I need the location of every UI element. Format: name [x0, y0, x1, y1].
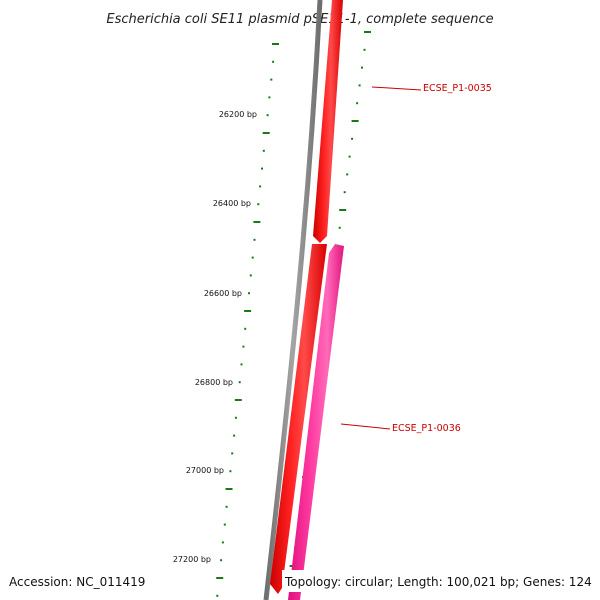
gc-tick [238, 381, 241, 384]
scale-label: 26400 bp [213, 199, 251, 208]
backbone-arc [263, 0, 323, 600]
gc-tick [259, 185, 262, 188]
gc-tick [216, 577, 224, 579]
gc-tick [272, 60, 275, 63]
gene-label[interactable]: ECSE_P1-0036 [392, 423, 461, 434]
gene-ecse-p1-0036[interactable] [288, 244, 344, 600]
gc-tick [358, 84, 361, 87]
gc-tick [348, 155, 351, 158]
gc-tick [216, 594, 219, 597]
gene-label-group: ECSE_P1-0035 ECSE_P1-0036 [340, 83, 492, 434]
gc-tick [234, 399, 242, 401]
gc-tick [338, 226, 341, 229]
gc-tick [270, 78, 273, 81]
gene-label-leader [371, 86, 422, 91]
gc-tick [231, 452, 234, 455]
gc-tick [234, 416, 237, 419]
gc-tick [248, 292, 250, 295]
gc-tick [233, 434, 236, 437]
gc-tick [257, 203, 260, 206]
gc-tick [240, 363, 243, 366]
gc-tick [346, 173, 349, 176]
gc-tick [220, 559, 223, 562]
gc-tick [261, 167, 263, 170]
gc-tick [225, 488, 233, 490]
gene-ecse-p1-0035[interactable] [313, 0, 343, 243]
scale-label: 27200 bp [173, 555, 211, 564]
scale-label: 26600 bp [204, 289, 242, 298]
gene-forward-2[interactable] [270, 244, 327, 594]
summary-backdrop [282, 570, 594, 592]
gc-tick [251, 256, 254, 259]
gc-tick [351, 137, 354, 140]
gc-tick [356, 102, 359, 105]
gc-tick [262, 132, 270, 134]
gc-tick [363, 48, 366, 51]
gc-tick [351, 120, 359, 122]
gc-tick [242, 345, 245, 348]
gene-label-leader [340, 423, 391, 430]
scale-labels: 26200 bp 26400 bp 26600 bp 26800 bp 2700… [173, 110, 257, 564]
gc-tick [364, 31, 371, 33]
gc-tick [244, 327, 247, 330]
scale-label: 26200 bp [219, 110, 257, 119]
gc-tick [339, 209, 347, 211]
gc-tick [253, 238, 256, 241]
accession-text: Accession: NC_011419 [9, 575, 145, 589]
gc-tick [266, 114, 269, 117]
inner-gc-skew-ticks [216, 43, 279, 597]
gc-tick [262, 149, 265, 152]
gene-label[interactable]: ECSE_P1-0035 [423, 83, 492, 94]
gc-tick [361, 66, 363, 69]
gc-tick [229, 470, 232, 473]
scale-label: 27000 bp [186, 466, 224, 475]
gc-tick [268, 96, 271, 99]
gc-tick [221, 541, 224, 544]
gc-tick [253, 221, 261, 223]
summary-text: Topology: circular; Length: 100,021 bp; … [284, 575, 592, 589]
map-title: Escherichia coli SE11 plasmid pSE11-1, c… [106, 12, 493, 27]
gc-tick [272, 43, 279, 45]
gc-tick [244, 310, 252, 312]
gc-tick [223, 523, 226, 526]
accession-backdrop [6, 570, 156, 592]
gc-tick [225, 505, 228, 508]
gc-tick [249, 274, 252, 277]
gc-tick [343, 191, 346, 194]
scale-label: 26800 bp [195, 378, 233, 387]
